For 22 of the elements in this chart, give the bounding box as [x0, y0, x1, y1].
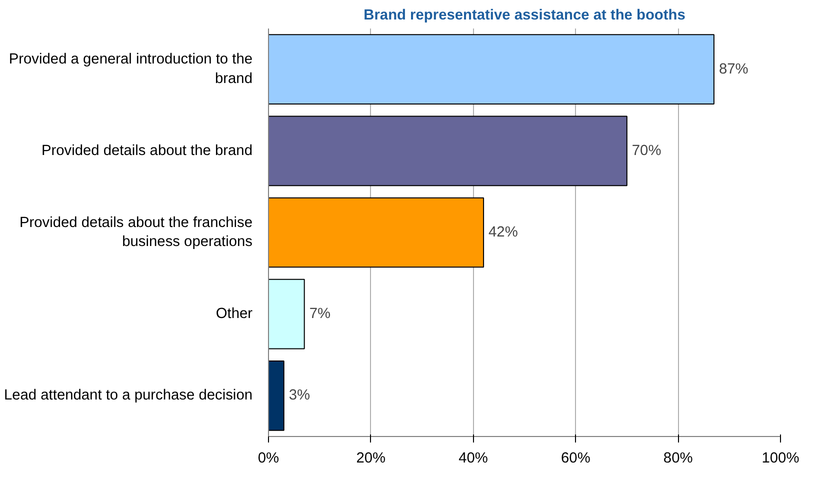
- y-tick-label: Provided details about the brand: [41, 142, 253, 159]
- data-label: 3%: [288, 388, 310, 404]
- x-tick-label: 100%: [762, 450, 800, 466]
- data-label: 42%: [488, 224, 518, 240]
- x-tick-label: 60%: [561, 450, 590, 466]
- y-tick-label: Other: [216, 306, 253, 322]
- bar: [268, 34, 714, 104]
- x-tick-label: 0%: [258, 450, 280, 466]
- y-tick-label: Provided a general introduction to the brand: [8, 52, 253, 87]
- x-tick-label: 80%: [663, 450, 693, 466]
- y-tick-label: Lead attendant to a purchase decision: [4, 388, 253, 404]
- bar: [268, 278, 305, 350]
- y-tick-label: Provided details about the franchise business operations: [19, 214, 253, 250]
- bar: [268, 197, 484, 268]
- bar: [268, 360, 284, 431]
- data-label: 87%: [718, 61, 748, 78]
- data-label: 7%: [309, 306, 331, 322]
- x-tick-label: 40%: [458, 450, 488, 466]
- chart-title: Brand representative assistance at the booths: [364, 8, 686, 24]
- bar: [268, 116, 628, 186]
- x-tick-label: 20%: [356, 450, 386, 466]
- data-label: 70%: [632, 142, 662, 159]
